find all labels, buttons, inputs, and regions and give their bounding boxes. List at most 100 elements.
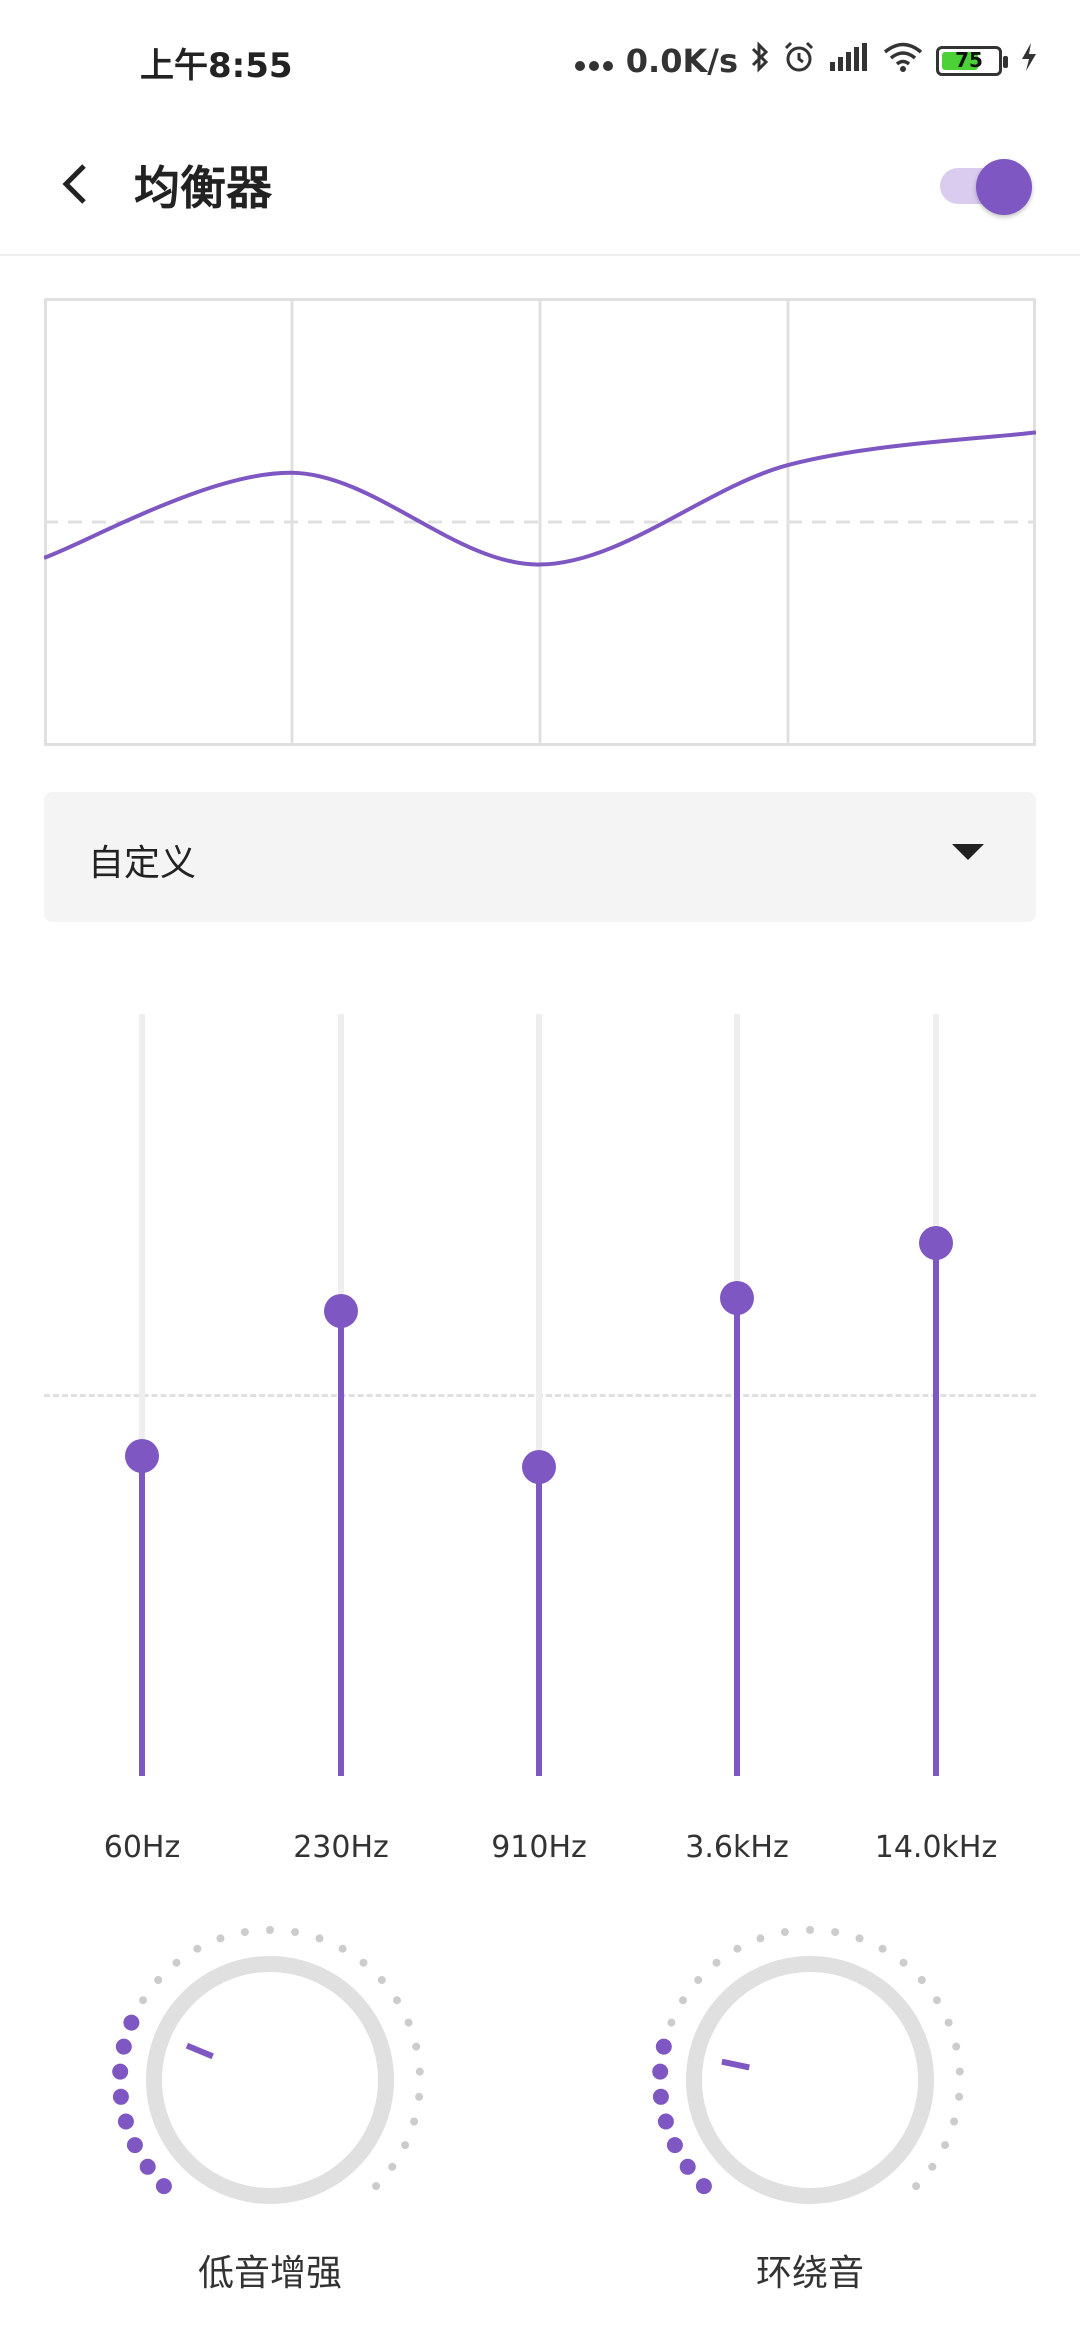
knob-dot <box>388 2162 397 2171</box>
knob-dot <box>952 2042 961 2051</box>
band-slider-230hz[interactable] <box>291 1010 391 1790</box>
knob-dot <box>372 2182 381 2191</box>
app-bar: 均衡器 <box>0 120 1080 256</box>
knob-pointer <box>185 2042 214 2060</box>
knob-dot <box>266 1926 274 1934</box>
knob-dot-active <box>112 2088 129 2105</box>
knob-dot <box>712 1958 721 1967</box>
knob-dot <box>899 1958 908 1967</box>
knob-dot <box>694 1976 703 1984</box>
knob-dot <box>941 2141 950 2150</box>
slider-knob[interactable] <box>125 1438 159 1473</box>
wifi-icon <box>882 41 924 81</box>
knob-dot-active <box>115 2038 132 2055</box>
knob-dot <box>831 1928 840 1937</box>
knob-dot-active <box>679 2158 696 2175</box>
knob-dot <box>193 1944 202 1953</box>
knob-dot-active <box>652 2088 669 2105</box>
band-label: 230Hz <box>293 1830 389 1865</box>
knob-dot <box>855 1934 864 1943</box>
battery-icon: 75 <box>936 46 1008 76</box>
knob-dot <box>359 1958 368 1967</box>
toggle-thumb <box>976 159 1032 215</box>
knob-dot-active <box>126 2137 143 2154</box>
band-slider-3-6khz[interactable] <box>687 1010 787 1790</box>
knob-dot-active <box>139 2158 156 2175</box>
knob-dot <box>415 2092 424 2101</box>
charging-icon <box>1020 42 1038 80</box>
slider-rail <box>536 1014 542 1776</box>
knob-dot <box>404 2018 413 2027</box>
band-label: 60Hz <box>103 1830 181 1865</box>
slider-fill <box>933 1242 939 1776</box>
knob-dot <box>377 1976 386 1984</box>
surround-knob[interactable] <box>650 1920 970 2240</box>
knob-dot <box>912 2182 921 2191</box>
knob-ring <box>146 1956 394 2204</box>
band-slider-910hz[interactable] <box>489 1010 589 1790</box>
knob-dot-active <box>112 2063 129 2080</box>
preset-dropdown[interactable]: 自定义 <box>44 792 1036 922</box>
response-curve <box>44 430 1036 567</box>
signal-icon <box>828 42 870 80</box>
knob-dot <box>955 2067 964 2076</box>
knob-dot <box>917 1976 926 1984</box>
knob-dot <box>154 1976 163 1984</box>
knob-dot-active <box>657 2113 674 2130</box>
knob-dot-active <box>117 2113 134 2130</box>
knob-dot <box>315 1934 324 1943</box>
knob-dot <box>216 1934 225 1943</box>
knob-dot-active <box>652 2063 669 2080</box>
band-label: 3.6kHz <box>685 1830 789 1865</box>
knob-level-dots <box>652 1926 964 2195</box>
knob-dot <box>667 2018 676 2027</box>
band-slider-14khz[interactable] <box>886 1010 986 1790</box>
caret-down-icon <box>952 844 984 860</box>
knob-dot <box>780 1928 789 1937</box>
knob-dot <box>412 2042 421 2051</box>
band-slider-60hz[interactable] <box>92 1010 192 1790</box>
slider-knob[interactable] <box>522 1450 556 1485</box>
slider-knob[interactable] <box>720 1281 754 1316</box>
eq-response-graph <box>44 298 1036 746</box>
surround-label: 环绕音 <box>755 2253 864 2294</box>
knob-dot <box>756 1934 765 1943</box>
knob-pointer <box>721 2058 750 2071</box>
alarm-icon <box>782 40 816 82</box>
status-icons: 0.0K/s 75 <box>574 38 1038 84</box>
knob-dot <box>415 2067 424 2076</box>
knob-dot <box>733 1944 742 1953</box>
preset-selected: 自定义 <box>88 843 197 884</box>
knob-dot <box>338 1944 347 1953</box>
knob-dot-active <box>655 2038 672 2055</box>
knob-level-dots <box>112 1926 424 2195</box>
back-button[interactable] <box>40 148 112 220</box>
knob-dot <box>410 2117 419 2126</box>
chevron-left-icon <box>62 164 86 204</box>
knob-dot-active <box>123 2014 140 2031</box>
status-bar: 上午8:55 0.0K/s 75 <box>0 0 1080 120</box>
knob-dot <box>933 1996 941 2005</box>
knob-dot <box>291 1928 300 1937</box>
slider-fill <box>734 1298 740 1776</box>
band-label: 14.0kHz <box>874 1830 998 1865</box>
equalizer-toggle[interactable] <box>936 148 1032 218</box>
knob-dot <box>806 1926 814 1934</box>
knob-dot-active <box>155 2178 172 2195</box>
slider-fill <box>536 1467 542 1776</box>
slider-knob[interactable] <box>919 1225 953 1260</box>
knob-dot <box>679 1996 687 2005</box>
knob-dot <box>878 1944 887 1953</box>
bass-boost-knob[interactable] <box>110 1920 430 2240</box>
slider-fill <box>139 1455 145 1776</box>
knob-dot-active <box>666 2137 683 2154</box>
band-label: 910Hz <box>491 1830 587 1865</box>
knob-ring <box>686 1956 934 2204</box>
battery-level: 75 <box>955 48 983 72</box>
knob-dot <box>401 2141 410 2150</box>
knob-dot <box>393 1996 401 2005</box>
slider-knob[interactable] <box>324 1294 358 1329</box>
knob-dot <box>955 2092 964 2101</box>
knob-dot <box>240 1928 249 1937</box>
knob-dot <box>139 1996 147 2005</box>
